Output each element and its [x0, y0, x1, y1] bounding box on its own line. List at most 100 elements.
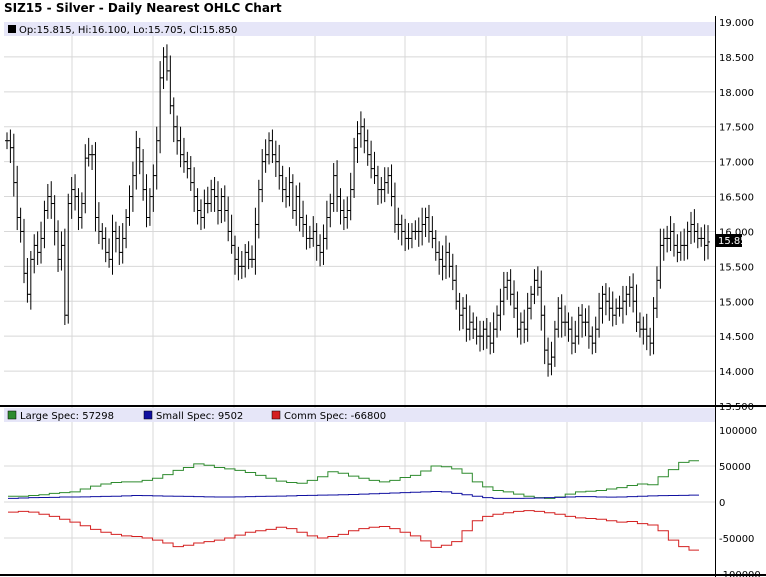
ohlc-bar: [158, 61, 163, 154]
ohlc-bar: [454, 264, 459, 310]
ohlc-bar: [11, 133, 16, 197]
ohlc-bar: [273, 140, 278, 177]
ohlc-bar: [665, 225, 670, 253]
ohlc-bar: [246, 241, 251, 270]
ohlc-bar: [260, 149, 265, 203]
ohlc-bar: [522, 309, 527, 344]
ohlc-bar: [318, 234, 323, 267]
price-legend-text: Op:15.815, Hi:16.100, Lo:15.705, Cl:15.8…: [19, 25, 237, 36]
ohlc-bar: [685, 221, 690, 260]
ohlc-bar: [185, 151, 190, 179]
ohlc-bar: [369, 140, 374, 179]
ohlc-bar: [372, 151, 377, 184]
ohlc-bar: [239, 251, 244, 279]
ohlc-bar: [607, 287, 612, 321]
ohlc-bar: [478, 320, 483, 352]
ohlc-bar: [403, 218, 408, 252]
ohlc-bar: [481, 320, 486, 351]
large-spec-legend: Large Spec: 57298: [20, 411, 114, 422]
ohlc-bar: [416, 217, 421, 247]
ohlc-bar: [457, 292, 462, 331]
ohlc-bar: [488, 322, 493, 355]
ohlc-bar: [512, 280, 517, 319]
ohlc-bar: [270, 129, 275, 164]
ohlc-bar: [651, 297, 656, 355]
small-spec-line: [8, 491, 699, 499]
ohlc-bar: [539, 270, 544, 331]
ohlc-bar: [73, 174, 78, 211]
ohlc-bar: [168, 55, 173, 115]
last-price-label: 15.850: [718, 236, 753, 247]
ohlc-bar: [15, 165, 20, 231]
ohlc-bar: [375, 165, 380, 205]
ohlc-bar: [321, 224, 326, 265]
ohlc-bar: [147, 188, 152, 226]
comm-spec-line: [8, 510, 699, 551]
ohlc-bar: [658, 228, 663, 289]
ohlc-bar: [202, 189, 207, 229]
cot-tick-label: 100000: [719, 426, 757, 437]
ohlc-bar: [518, 312, 523, 345]
ohlc-bar: [644, 313, 649, 351]
ohlc-bar: [5, 132, 9, 150]
ohlc-bar: [144, 174, 149, 228]
large-spec-swatch: [7, 410, 17, 420]
ohlc-bar: [226, 196, 231, 242]
price-tick-label: 15.500: [719, 262, 754, 273]
ohlc-bar: [365, 129, 370, 166]
ohlc-bar: [151, 164, 156, 212]
ohlc-bar: [35, 231, 40, 265]
ohlc-bar: [141, 149, 146, 201]
ohlc-bar: [386, 167, 391, 194]
ohlc-bar: [209, 179, 214, 212]
ohlc-bar: [103, 227, 108, 263]
ohlc-bar: [460, 297, 465, 330]
ohlc-bar: [471, 312, 476, 339]
ohlc-bar: [215, 181, 220, 225]
ohlc-bar: [474, 316, 479, 345]
ohlc-bar: [695, 223, 700, 249]
ohlc-bar: [389, 164, 394, 207]
price-tick-label: 16.000: [719, 227, 754, 238]
ohlc-bar: [617, 295, 622, 317]
ohlc-bar: [423, 207, 428, 238]
price-legend-swatch: [8, 25, 16, 33]
price-panel: [5, 44, 710, 377]
ohlc-bar: [413, 220, 418, 240]
ohlc-bar: [654, 266, 659, 319]
ohlc-bar: [113, 221, 118, 253]
price-tick-label: 18.000: [719, 88, 754, 99]
price-tick-label: 14.000: [719, 367, 754, 378]
ohlc-bar: [181, 137, 186, 173]
comm-spec-swatch: [271, 410, 281, 420]
ohlc-bar: [335, 160, 340, 212]
ohlc-bar: [671, 223, 676, 257]
ohlc-bar: [573, 320, 578, 353]
ohlc-bar: [600, 285, 605, 324]
ohlc-bar: [532, 269, 537, 305]
small-spec-legend: Small Spec: 9502: [156, 411, 243, 422]
ohlc-bar: [107, 238, 112, 268]
price-tick-label: 17.000: [719, 158, 754, 169]
ohlc-bar: [90, 144, 95, 171]
ohlc-bar: [338, 188, 343, 225]
ohlc-bar: [341, 199, 346, 231]
ohlc-bar: [175, 115, 180, 155]
ohlc-bar: [250, 245, 255, 268]
ohlc-bar: [688, 211, 693, 245]
ohlc-bar: [284, 176, 289, 208]
ohlc-bar: [59, 231, 64, 271]
cot-panel: [8, 460, 699, 551]
ohlc-bar: [406, 223, 411, 250]
ohlc-bar: [45, 183, 50, 219]
ohlc-bar: [62, 228, 67, 326]
ohlc-bar: [620, 285, 625, 324]
ohlc-bar: [25, 257, 30, 303]
ohlc-bar: [120, 223, 125, 264]
ohlc-bar: [610, 291, 615, 327]
ohlc-bar: [76, 188, 81, 231]
ohlc-bar: [501, 271, 506, 316]
last-price-marker: [716, 234, 742, 247]
ohlc-bar: [467, 305, 472, 341]
